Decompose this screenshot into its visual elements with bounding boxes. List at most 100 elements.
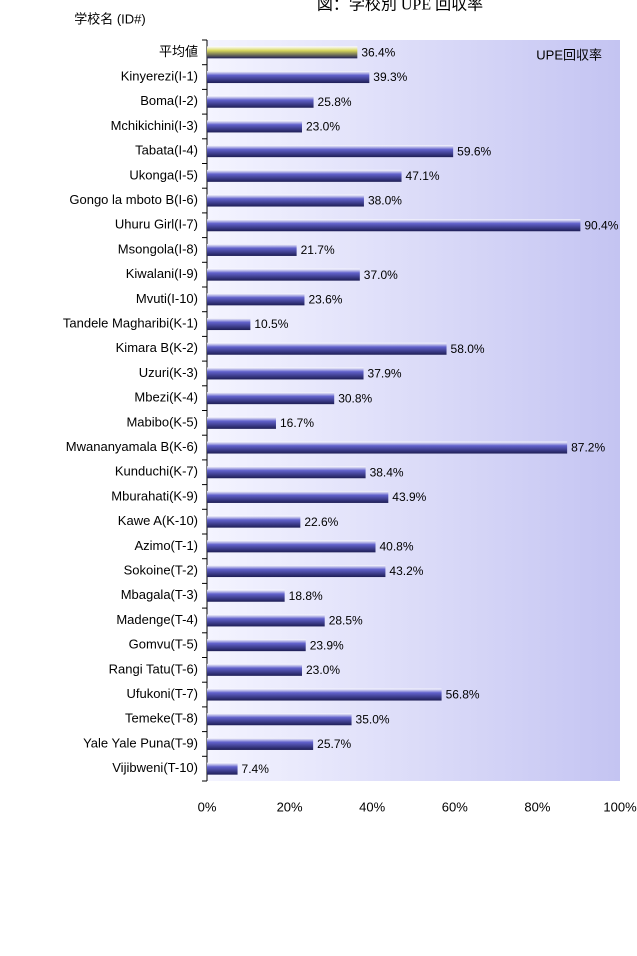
bar [207,243,297,256]
bar [207,762,238,775]
value-label: 25.7% [317,737,351,751]
value-label: 37.0% [364,268,398,282]
bar [207,293,305,306]
bar [207,589,285,602]
y-tick-label: Mburahati(K-9) [111,488,198,503]
y-tick-label: Ufukoni(T-7) [126,686,198,701]
y-tick-label: Uzuri(K-3) [139,365,198,380]
y-tick-label: Azimo(T-1) [134,538,198,553]
chart-title: 図：学校別 UPE 回収率 [317,0,483,14]
value-label: 28.5% [329,614,363,628]
y-tick-label: Kunduchi(K-7) [115,464,198,479]
bar [207,268,360,281]
bar [207,145,454,158]
bar [207,540,376,553]
bar [207,194,364,207]
bar [207,46,358,59]
bar [207,614,325,627]
value-label: 37.9% [368,367,402,381]
value-label: 39.3% [373,70,407,84]
y-tick-label: Tabata(I-4) [135,143,198,158]
value-label: 16.7% [280,416,314,430]
bar [207,713,352,726]
bar [207,663,302,676]
value-label: 43.9% [392,490,426,504]
x-tick-label: 0% [198,799,217,814]
value-label: 23.0% [306,663,340,677]
y-axis-label: 学校名 (ID#) [74,11,146,26]
y-tick-label: Sokoine(T-2) [124,562,198,577]
y-tick-label: Msongola(I-8) [118,241,198,256]
value-label: 47.1% [406,169,440,183]
y-tick-label: Mchikichini(I-3) [111,118,198,133]
y-tick-label: Yale Yale Puna(T-9) [83,735,198,750]
bar [207,367,364,380]
value-label: 58.0% [451,342,485,356]
bar [207,219,581,232]
x-tick-label: 20% [277,799,303,814]
y-tick-label: Mvuti(I-10) [136,291,198,306]
plot-area [207,40,620,781]
value-label: 38.0% [368,194,402,208]
bar [207,71,370,84]
y-tick-label: Rangi Tatu(T-6) [109,661,198,676]
y-tick-label: Tandele Magharibi(K-1) [63,315,198,330]
bar [207,342,447,355]
value-label: 43.2% [389,564,423,578]
value-label: 22.6% [304,515,338,529]
y-tick-label: Kawe A(K-10) [118,513,198,528]
x-tick-label: 100% [603,799,637,814]
bar [207,169,402,182]
y-tick-label: Kiwalani(I-9) [126,266,198,281]
y-tick-label: Mbezi(K-4) [134,390,198,405]
y-tick-label: Madenge(T-4) [116,612,198,627]
value-label: 7.4% [242,762,270,776]
value-label: 30.8% [338,391,372,405]
value-label: 25.8% [318,95,352,109]
bar [207,639,306,652]
value-label: 23.6% [308,293,342,307]
y-tick-label: Gongo la mboto B(I-6) [69,192,198,207]
x-tick-label: 60% [442,799,468,814]
bar [207,466,366,479]
bar [207,416,276,429]
value-label: 18.8% [289,589,323,603]
y-tick-label: Boma(I-2) [140,93,198,108]
x-tick-label: 40% [359,799,385,814]
value-label: 38.4% [370,465,404,479]
value-label: 59.6% [457,144,491,158]
value-label: 35.0% [356,712,390,726]
value-label: 40.8% [380,540,414,554]
y-tick-label: Mbagala(T-3) [121,587,198,602]
y-tick-label: Mabibo(K-5) [126,414,198,429]
bar [207,318,251,331]
bar [207,688,442,701]
bar [207,392,335,405]
x-tick-label: 80% [524,799,550,814]
bar [207,565,386,578]
value-label: 87.2% [571,441,605,455]
bar [207,95,314,108]
bar [207,441,568,454]
bar [207,490,389,503]
legend-text: UPE回収率 [536,47,602,62]
bar [207,737,314,750]
bar [207,515,301,528]
bar [207,120,302,133]
y-tick-label: Kimara B(K-2) [116,340,198,355]
value-label: 23.0% [306,120,340,134]
y-tick-label: Temeke(T-8) [125,711,198,726]
value-label: 90.4% [584,218,618,232]
value-label: 21.7% [301,243,335,257]
value-label: 10.5% [254,317,288,331]
value-label: 36.4% [361,46,395,60]
y-tick-label: Uhuru Girl(I-7) [115,217,198,232]
y-tick-label: Ukonga(I-5) [129,167,198,182]
y-tick-label: Mwananyamala B(K-6) [66,439,198,454]
value-label: 23.9% [310,638,344,652]
y-tick-label: Gomvu(T-5) [129,637,198,652]
y-tick-label: 平均値 [159,44,198,59]
value-label: 56.8% [446,688,480,702]
y-tick-label: Vijibweni(T-10) [112,760,198,775]
